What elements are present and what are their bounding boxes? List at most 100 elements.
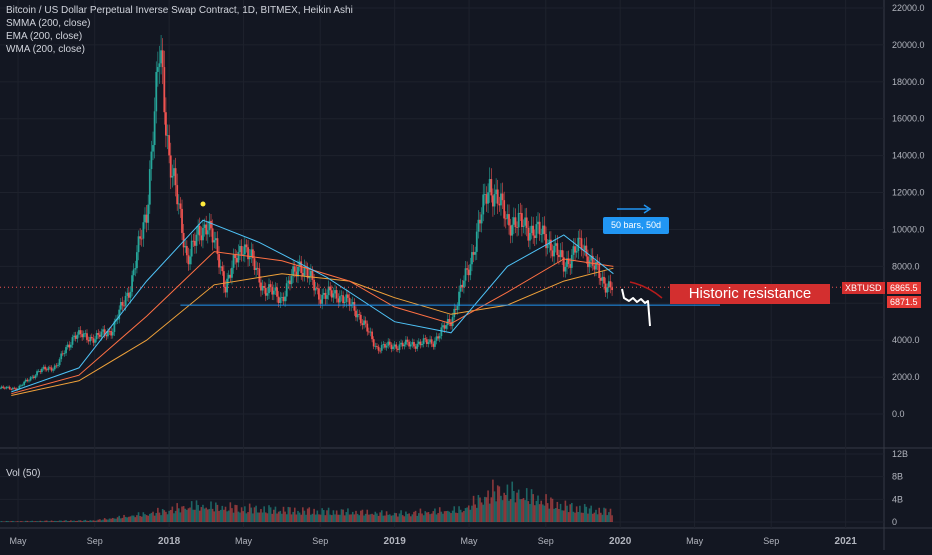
candle-body bbox=[364, 320, 367, 324]
volume-bar bbox=[31, 520, 34, 522]
price-tick-label: 16000.0 bbox=[892, 114, 925, 124]
time-tick-label: 2020 bbox=[609, 536, 632, 547]
volume-bar bbox=[58, 520, 61, 522]
volume-bar bbox=[8, 521, 11, 522]
volume-bar bbox=[81, 521, 83, 522]
volume-bar bbox=[231, 508, 233, 522]
volume-bar bbox=[467, 505, 470, 522]
candle-body bbox=[250, 249, 253, 257]
candle-body bbox=[388, 341, 391, 345]
volume-bar bbox=[302, 507, 304, 522]
measure-label[interactable]: 50 bars, 50d bbox=[603, 217, 669, 234]
candle-body bbox=[577, 237, 580, 251]
volume-bar bbox=[463, 510, 465, 522]
candle-body bbox=[472, 252, 475, 255]
candle-body bbox=[44, 366, 47, 370]
volume-bar bbox=[57, 521, 59, 522]
candle-body bbox=[321, 294, 324, 304]
volume-bar bbox=[74, 521, 77, 522]
volume-bar bbox=[350, 514, 352, 522]
volume-bar bbox=[229, 502, 232, 522]
candle-body bbox=[496, 189, 499, 204]
volume-bar bbox=[198, 510, 201, 522]
volume-bar bbox=[70, 520, 72, 522]
volume-bar bbox=[598, 507, 601, 522]
volume-bar bbox=[561, 510, 563, 522]
candle-body bbox=[200, 235, 203, 241]
indicator-ema[interactable]: EMA (200, close) bbox=[6, 31, 83, 42]
candle-body bbox=[124, 295, 127, 306]
candle-body bbox=[500, 193, 502, 206]
candle-body bbox=[322, 292, 325, 295]
candle-body bbox=[166, 135, 169, 137]
candle-body bbox=[11, 387, 14, 390]
volume-bar bbox=[89, 520, 92, 522]
volume-bar bbox=[176, 503, 178, 522]
candle-body bbox=[92, 338, 95, 343]
volume-bar bbox=[224, 506, 227, 522]
candle-body bbox=[20, 385, 22, 387]
candle-body bbox=[588, 260, 591, 268]
volume-bar bbox=[60, 520, 63, 522]
volume-bar bbox=[34, 521, 37, 522]
volume-label[interactable]: Vol (50) bbox=[6, 468, 41, 479]
volume-bar bbox=[525, 488, 528, 522]
resistance-curve[interactable] bbox=[629, 281, 663, 299]
candle-body bbox=[326, 295, 328, 299]
volume-bar bbox=[438, 507, 441, 522]
volume-bar bbox=[603, 507, 605, 522]
candle-body bbox=[356, 314, 359, 318]
volume-bar bbox=[113, 518, 116, 522]
candle-body bbox=[318, 288, 320, 300]
candle-body bbox=[216, 238, 219, 255]
candle-body bbox=[155, 71, 158, 112]
resistance-label[interactable]: Historic resistance bbox=[670, 284, 830, 304]
volume-bar bbox=[406, 513, 409, 522]
volume-bar bbox=[271, 513, 274, 522]
volume-bar bbox=[308, 507, 311, 522]
projection-drawing[interactable] bbox=[621, 288, 651, 327]
candle-body bbox=[566, 258, 568, 267]
volume-bar bbox=[116, 517, 119, 522]
time-tick-label: Sep bbox=[538, 536, 554, 546]
indicator-wma[interactable]: WMA (200, close) bbox=[6, 44, 85, 55]
marker-dot[interactable] bbox=[200, 201, 206, 207]
volume-bar bbox=[474, 504, 476, 522]
volume-bar bbox=[537, 495, 539, 522]
volume-bar bbox=[237, 511, 240, 522]
volume-bar bbox=[376, 513, 378, 522]
candle-body bbox=[195, 234, 198, 246]
volume-bar bbox=[108, 518, 111, 522]
volume-bar bbox=[484, 496, 486, 522]
volume-bar bbox=[567, 512, 570, 522]
volume-bar bbox=[574, 512, 576, 522]
price-tick-label: 22000.0 bbox=[892, 3, 925, 13]
candle-body bbox=[395, 344, 398, 349]
candle-body bbox=[303, 266, 306, 276]
volume-bar bbox=[496, 485, 499, 522]
candle-body bbox=[591, 255, 594, 266]
candle-body bbox=[327, 286, 330, 296]
candle-body bbox=[595, 261, 597, 270]
volume-bar bbox=[408, 513, 410, 522]
volume-bar bbox=[461, 512, 464, 522]
volume-bar bbox=[256, 512, 259, 522]
volume-bar bbox=[577, 512, 580, 522]
candle-body bbox=[98, 334, 101, 337]
volume-bar bbox=[269, 507, 272, 522]
volume-bar bbox=[337, 514, 340, 522]
time-axis[interactable]: May Sep 2018 May Sep 2019 May Sep 2020 May Sep 2021 bbox=[10, 536, 858, 547]
candle-body bbox=[123, 305, 125, 307]
volume-bar bbox=[371, 513, 373, 522]
volume-bar bbox=[424, 511, 427, 522]
indicator-smma[interactable]: SMMA (200, close) bbox=[6, 18, 91, 29]
volume-bar bbox=[95, 520, 98, 522]
candle-body bbox=[382, 344, 385, 346]
candle-body bbox=[367, 331, 370, 333]
candle-body bbox=[508, 214, 510, 226]
candle-body bbox=[530, 225, 533, 233]
candle-body bbox=[224, 286, 227, 293]
volume-bar bbox=[432, 511, 435, 522]
volume-bar bbox=[546, 503, 549, 522]
